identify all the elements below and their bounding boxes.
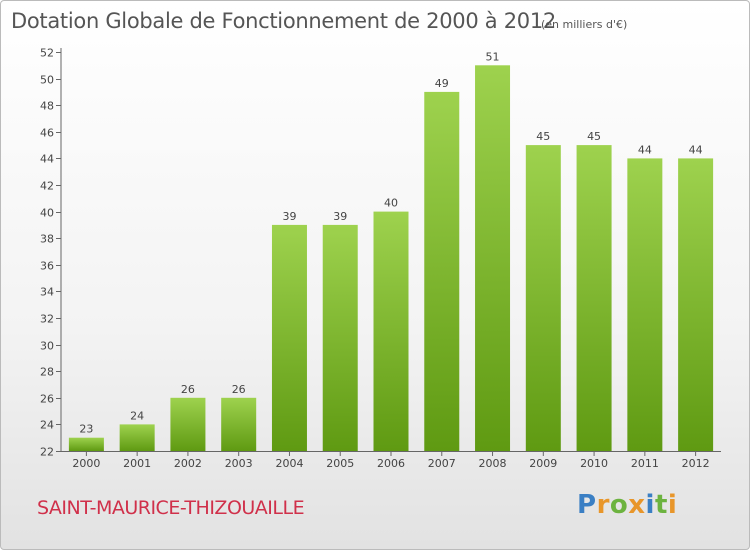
y-tick-label: 34 — [40, 286, 54, 299]
y-tick-label: 52 — [40, 47, 54, 60]
bar-data-label: 49 — [435, 77, 449, 90]
x-tick-label: 2009 — [529, 457, 557, 470]
bar — [424, 91, 460, 452]
bar-data-label: 44 — [689, 143, 703, 156]
bar — [678, 158, 714, 451]
bar — [68, 437, 104, 451]
y-tick-label: 24 — [40, 419, 54, 432]
bar — [170, 397, 206, 451]
y-axis: 22 24 26 28 30 32 34 36 38 40 42 44 46 48 50 52 — [40, 47, 62, 459]
y-tick-label: 42 — [40, 180, 54, 193]
x-tick-label: 2005 — [326, 457, 354, 470]
x-tick-label: 2012 — [682, 457, 710, 470]
logo-letter: i — [645, 490, 655, 520]
y-tick-label: 32 — [40, 313, 54, 326]
bar — [525, 145, 561, 451]
proxiti-logo: Proxiti — [577, 490, 677, 520]
y-tick-label: 38 — [40, 233, 54, 246]
x-tick-label: 2003 — [225, 457, 253, 470]
y-tick-label: 50 — [40, 74, 54, 87]
x-tick-label: 2011 — [631, 457, 659, 470]
logo-letter: t — [654, 490, 668, 520]
y-tick-label: 40 — [40, 207, 54, 220]
bar — [322, 224, 358, 451]
bar-data-label: 23 — [79, 423, 93, 436]
x-tick-label: 2000 — [72, 457, 100, 470]
x-tick-label: 2008 — [479, 457, 507, 470]
y-tick-label: 28 — [40, 366, 54, 379]
bar — [271, 224, 307, 451]
bar — [373, 211, 409, 451]
bars: 23 24 26 26 39 39 40 49 51 45 45 44 44 — [68, 50, 714, 452]
bar — [627, 158, 663, 451]
bar — [576, 145, 612, 451]
y-tick-label: 26 — [40, 393, 54, 406]
bar-data-label: 40 — [384, 197, 398, 210]
commune-name: SAINT-MAURICE-THIZOUAILLE — [37, 497, 305, 519]
y-tick-label: 44 — [40, 153, 54, 166]
logo-letter: i — [667, 490, 678, 520]
x-axis: 2000 2001 2002 2003 2004 2005 2006 2007 2008 2009… — [61, 451, 721, 470]
x-tick-label: 2007 — [428, 457, 456, 470]
x-tick-label: 2010 — [580, 457, 608, 470]
logo-letter: r — [596, 490, 610, 520]
y-tick-label: 46 — [40, 127, 54, 140]
bar-data-label: 26 — [181, 383, 195, 396]
x-tick-label: 2006 — [377, 457, 405, 470]
y-tick-label: 48 — [40, 100, 54, 113]
y-tick-label: 30 — [40, 340, 54, 353]
logo-letter: o — [609, 490, 629, 520]
unit-label: (en milliers d'€) — [541, 18, 628, 31]
bar-data-label: 45 — [536, 130, 550, 143]
bar — [475, 65, 511, 452]
bar-data-label: 44 — [638, 143, 652, 156]
bar-data-label: 39 — [333, 210, 347, 223]
bar — [119, 424, 155, 451]
y-tick-label: 36 — [40, 260, 54, 273]
x-tick-label: 2001 — [123, 457, 151, 470]
y-tick-label: 22 — [40, 446, 54, 459]
chart-title: Dotation Globale de Fonctionnement de 20… — [11, 9, 556, 33]
bar — [221, 397, 257, 451]
bar-data-label: 26 — [232, 383, 246, 396]
x-tick-label: 2002 — [174, 457, 202, 470]
x-tick-label: 2004 — [275, 457, 303, 470]
bar-data-label: 45 — [587, 130, 601, 143]
bar-data-label: 24 — [130, 409, 144, 422]
bar-data-label: 39 — [282, 210, 296, 223]
bar-data-label: 51 — [486, 50, 500, 63]
logo-letter: x — [628, 490, 646, 520]
logo-letter: P — [577, 490, 597, 520]
